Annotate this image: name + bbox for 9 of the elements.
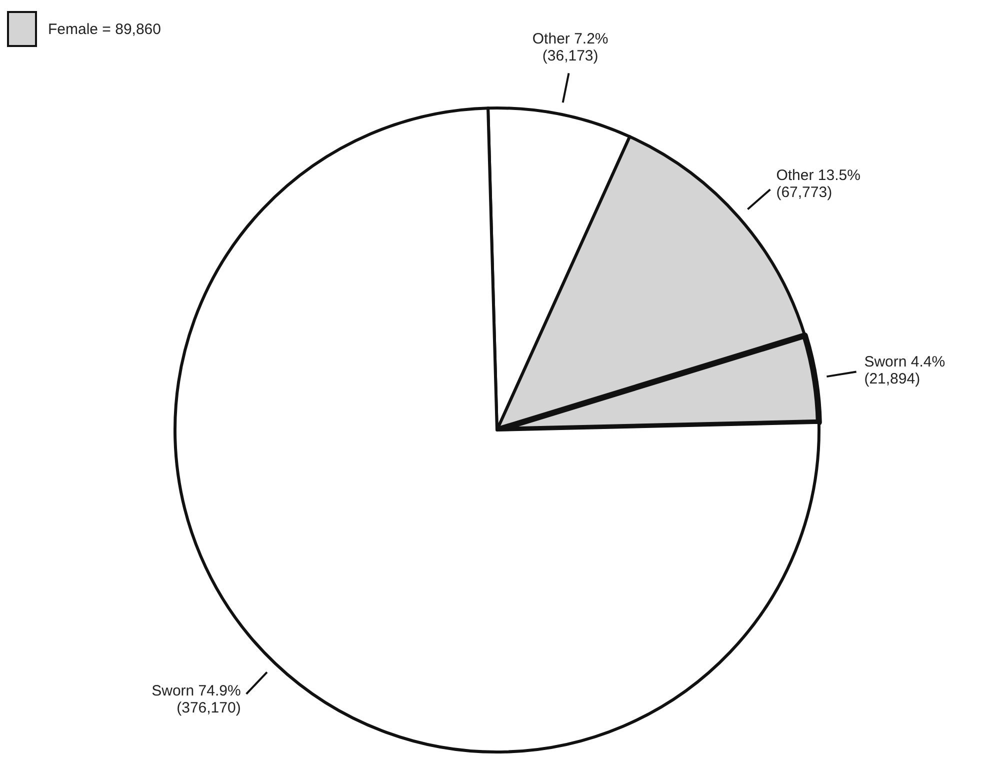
data-label: (36,173)	[542, 47, 598, 64]
slice-label: Sworn 4.4%	[864, 353, 946, 370]
data-label: (376,170)	[176, 700, 241, 717]
slice-label: Other 13.5%	[776, 167, 860, 184]
data-label: (67,773)	[776, 184, 832, 202]
slice-label: Other 7.2%	[532, 30, 608, 48]
legend-title: Female = 89,860	[48, 21, 161, 38]
data-label: (21,894)	[864, 370, 920, 388]
slice-label: Sworn 74.9%	[152, 682, 241, 700]
